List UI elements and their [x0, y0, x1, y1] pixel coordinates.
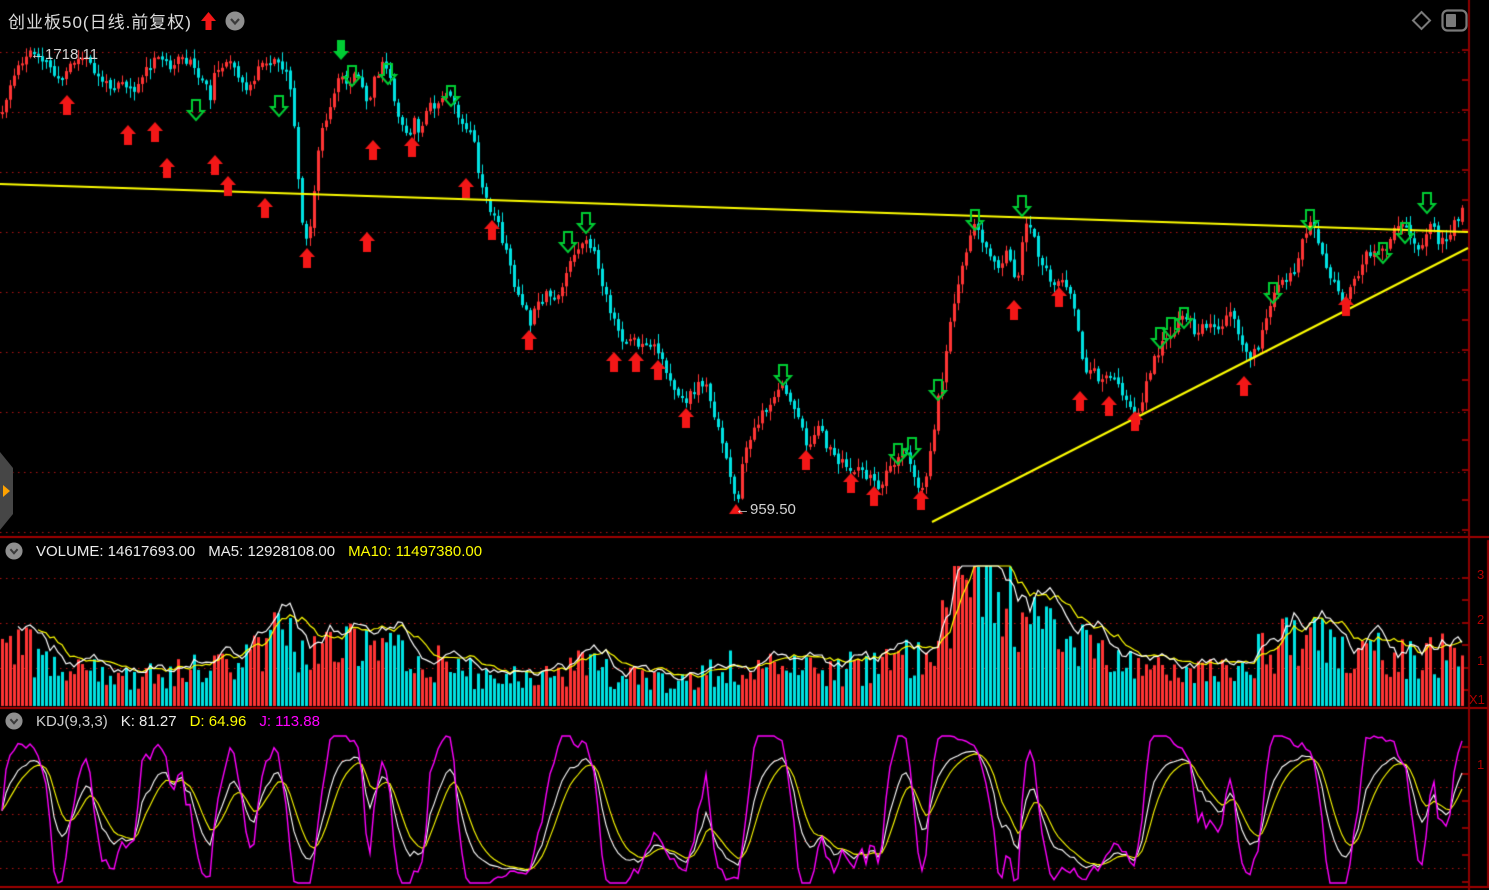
volume-ma5-value: MA5: 12928108.00: [208, 542, 336, 560]
volume-unit-label: X1: [1469, 692, 1485, 707]
kdj-d-value: D: 64.96: [189, 712, 247, 730]
diamond-icon[interactable]: [1410, 9, 1433, 32]
low-price-annotation: ←959.50: [735, 501, 796, 518]
volume-ma10-value: MA10: 11497380.00: [348, 542, 483, 560]
collapse-kdj-icon[interactable]: [5, 712, 23, 730]
kdj-j-value: J: 113.88: [259, 712, 320, 730]
title-bar: 创业板50(日线.前复权): [8, 8, 245, 33]
collapse-volume-icon[interactable]: [5, 542, 23, 560]
expand-arrow-icon: [3, 485, 10, 497]
layout-panel-icon[interactable]: [1441, 9, 1468, 32]
page-title: 创业板50(日线.前复权): [8, 13, 192, 32]
kdj-header: KDJ(9,3,3) K: 81.27 D: 64.96 J: 113.88: [5, 710, 320, 732]
buy-signal-icon: [200, 11, 216, 30]
volume-axis-label-2: 2: [1477, 612, 1485, 627]
volume-axis-label-3: 1: [1477, 653, 1485, 668]
volume-value: VOLUME: 14617693.00: [36, 542, 196, 560]
kdj-k-value: K: 81.27: [120, 712, 177, 730]
volume-header: VOLUME: 14617693.00 MA5: 12928108.00 MA1…: [5, 540, 482, 562]
panel-expander-handle[interactable]: [0, 452, 13, 530]
kdj-indicator-label: KDJ(9,3,3): [36, 712, 108, 730]
collapse-main-chart-icon[interactable]: [225, 11, 245, 31]
kdj-axis-label: 1: [1477, 757, 1485, 772]
volume-axis-label-1: 3: [1477, 567, 1485, 582]
window-controls: [1410, 9, 1468, 32]
high-price-annotation: ←1718.11: [30, 46, 99, 63]
